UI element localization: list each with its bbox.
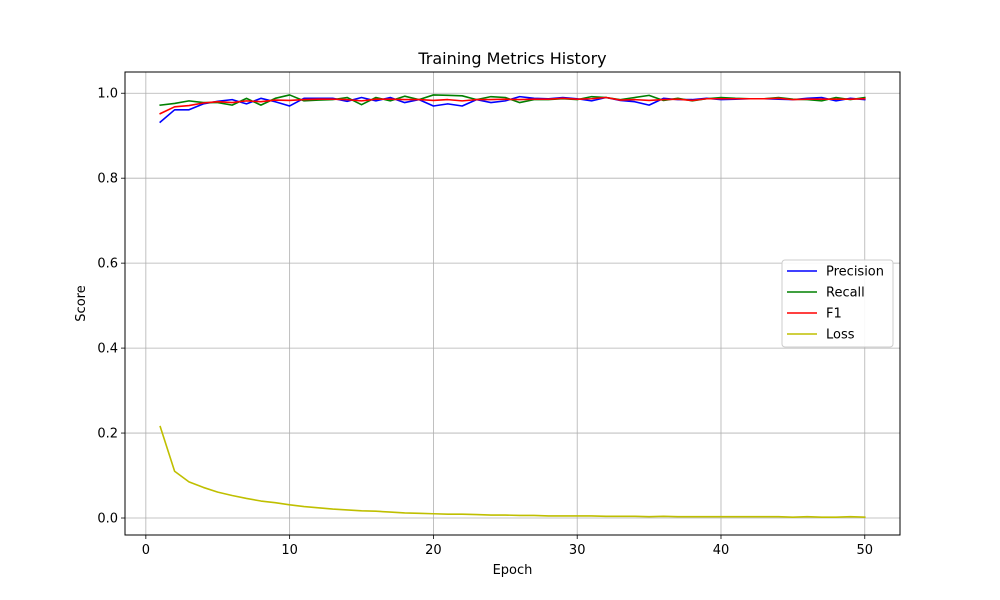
- grid: [125, 72, 900, 535]
- axes-frame: [124, 71, 901, 536]
- y-axis-label: Score: [74, 285, 89, 321]
- legend-label-precision: Precision: [826, 265, 884, 280]
- legend-frame: [781, 259, 894, 348]
- x-axis-label: Epoch: [493, 563, 533, 578]
- y-tick-label: 0.8: [97, 172, 118, 187]
- legend-label-recall: Recall: [826, 286, 865, 301]
- series-line-loss: [159, 425, 866, 518]
- legend-label-f1: F1: [826, 307, 842, 322]
- y-tick-label: 0.4: [97, 342, 118, 357]
- y-axis-ticks: 0.0 0.2 0.4 0.6 0.8 1.0: [97, 87, 125, 527]
- y-tick-label: 0.6: [97, 257, 118, 272]
- plot-area: 0 10 20 30 40 50 0.0 0.2 0.4 0.6 0.8 1.0: [97, 71, 901, 558]
- legend: Precision Recall F1 Loss: [781, 259, 894, 348]
- x-tick-label: 10: [281, 543, 298, 558]
- y-tick-label: 1.0: [97, 87, 118, 102]
- x-tick-label: 50: [856, 543, 873, 558]
- x-tick-label: 20: [425, 543, 442, 558]
- series-lines: [159, 94, 866, 518]
- x-tick-label: 30: [569, 543, 586, 558]
- y-tick-label: 0.2: [97, 427, 118, 442]
- x-tick-label: 0: [142, 543, 150, 558]
- x-axis-ticks: 0 10 20 30 40 50: [142, 535, 873, 558]
- chart-title: Training Metrics History: [417, 49, 606, 68]
- y-tick-label: 0.0: [97, 512, 118, 527]
- x-tick-label: 40: [713, 543, 730, 558]
- legend-label-loss: Loss: [826, 328, 855, 343]
- series-line-f1: [159, 96, 866, 115]
